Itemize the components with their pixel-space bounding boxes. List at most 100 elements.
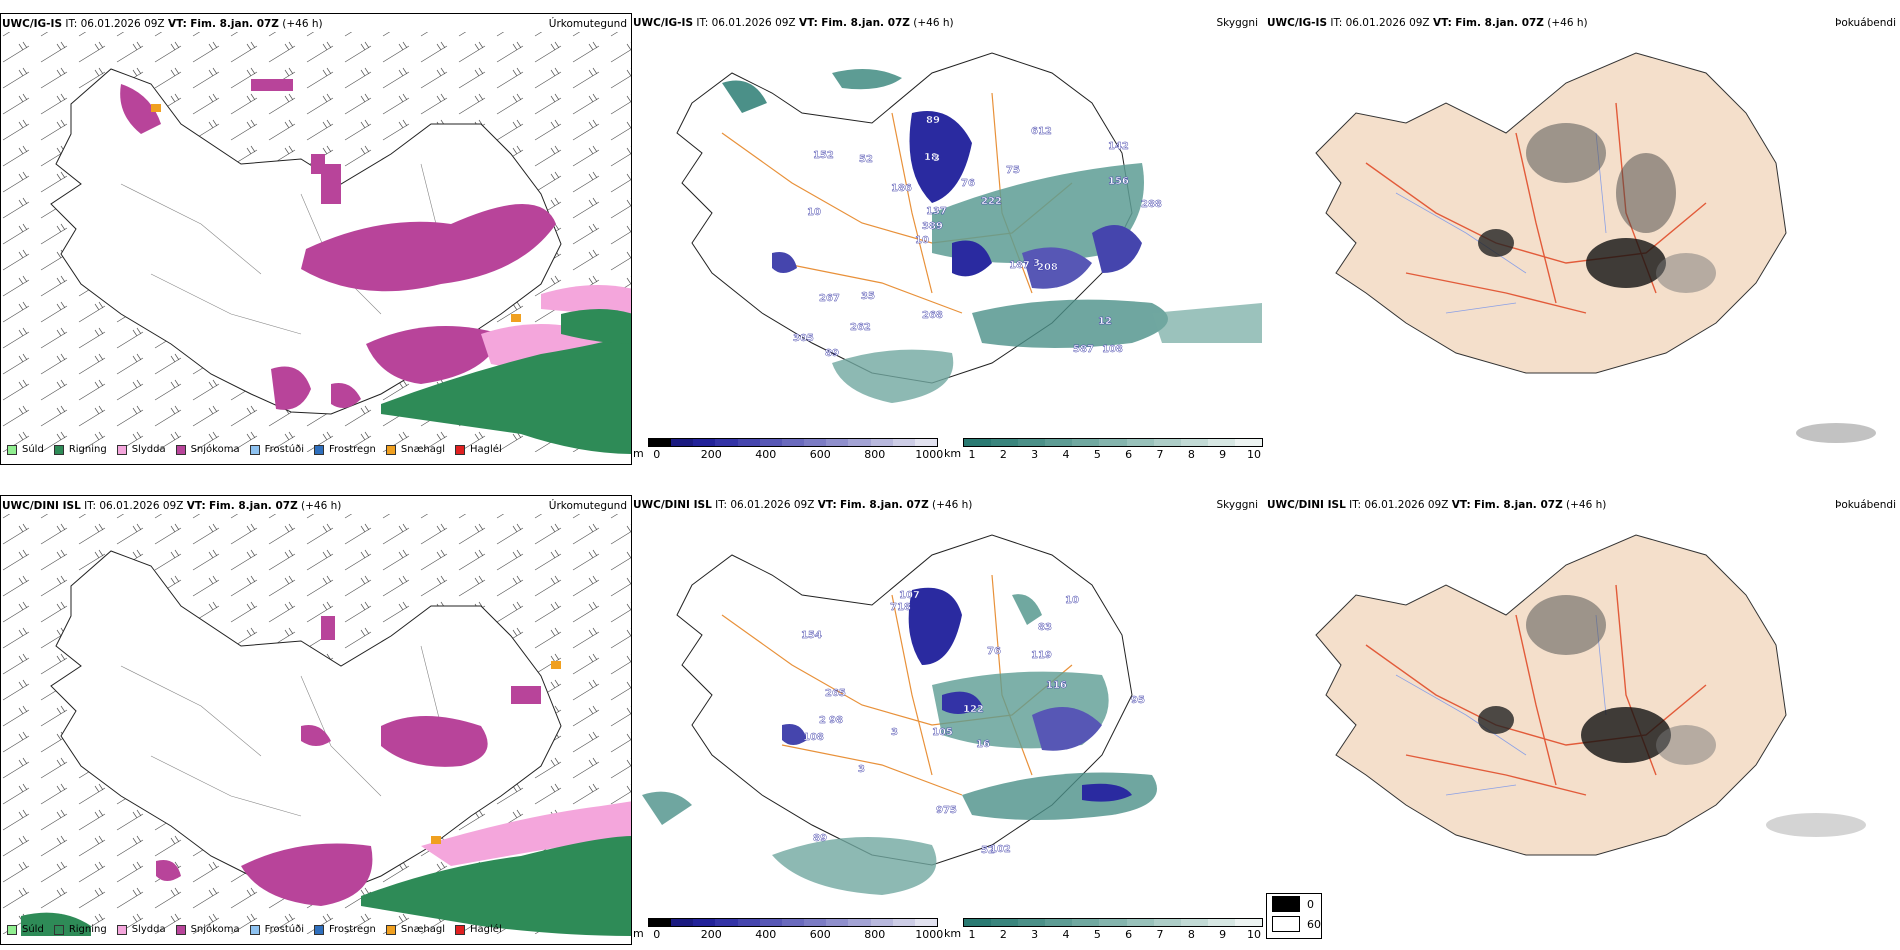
cloud-base-value: 268 [922, 310, 943, 321]
colorbar-unit: m [633, 927, 644, 940]
cloud-panel-bottom: 107 83 95 105 16 98 154 119 108 76 122 89 718 3 52 102 9… [632, 495, 1262, 945]
legend-swatch [116, 444, 127, 455]
colorbar-segment [1180, 919, 1208, 926]
cloud-base-value: 108 [1102, 344, 1123, 355]
cloud-base-value: 116 [1046, 680, 1067, 691]
precip-type-panel-bottom: UWC/DINI ISL IT: 06.01.2026 09Z VT: Fim.… [0, 495, 632, 945]
cloud-base-labels-bottom: 1078395105169815411910876122897183521029… [801, 590, 1145, 856]
legend-swatch [385, 444, 396, 455]
cloud-base-value: 3 [858, 764, 865, 775]
map-title-bottom-cloud: UWC/DINI ISL IT: 06.01.2026 09Z VT: Fim.… [633, 499, 973, 511]
panel-type-label: Úrkomutegund [548, 18, 627, 30]
legend-item-haglél: Haglél [455, 924, 502, 935]
cloud-base-value: 89 [926, 115, 940, 126]
colorbar-segment [715, 919, 738, 926]
fog-panel-bottom: UWC/DINI ISL IT: 06.01.2026 09Z VT: Fim.… [1266, 495, 1900, 890]
legend-label: Rigning [68, 924, 107, 935]
colorbar-tick: 2 [999, 928, 1007, 941]
cloud-base-value: 10 [807, 207, 821, 218]
legend-item-slydda: Slydda [116, 924, 166, 935]
cloud-base-value: 587 [1073, 344, 1094, 355]
legend-item-frostúði: Frostúði [249, 444, 304, 455]
legend-swatch [7, 444, 17, 455]
fog-label: 0 [1307, 897, 1314, 911]
colorbar-tick: 400 [755, 928, 777, 941]
colorbar-segment [848, 439, 871, 446]
cloud-base-value: 119 [1031, 650, 1052, 661]
legend-swatch [249, 924, 260, 935]
colorbar-segment [671, 439, 694, 446]
legend-label: Haglél [470, 924, 502, 935]
colorbar-unit: km [944, 447, 962, 460]
colorbar-segment [870, 439, 893, 446]
colorbar-tick: 1 [968, 448, 976, 461]
cloud-panel-top: 108 10 142 10 75 89 18 76 267 186 305 262 3 222 208 152… [632, 13, 1262, 465]
legend-label: Snæhagl [400, 444, 446, 455]
colorbar-segment [826, 919, 849, 926]
colorbar-segment [737, 439, 760, 446]
colorbar-segment [649, 439, 672, 446]
cloud-base-value: 187 [1009, 260, 1030, 271]
colorbar-tick: 8 [1187, 448, 1195, 461]
colorbar-tick: 9 [1219, 928, 1227, 941]
legend-swatch [7, 924, 17, 935]
colorbar-tick: 6 [1125, 928, 1133, 941]
legend-item-frostúði: Frostúði [249, 924, 304, 935]
colorbar-tick: 0 [653, 448, 661, 461]
colorbar-segment [892, 919, 915, 926]
fog-panel-top: UWC/IG-IS IT: 06.01.2026 09Z VT: Fim. 8.… [1266, 13, 1900, 465]
legend-label: Frostúði [264, 924, 304, 935]
colorbar-segment [693, 919, 716, 926]
fog-legend-item: 60 [1272, 914, 1321, 934]
legend-item-snjókoma: Snjókoma [175, 444, 240, 455]
panel-type-label: Þokuábendi [1835, 17, 1896, 29]
cloud-base-value: 3 [1033, 258, 1040, 269]
sleet-areas [421, 801, 631, 866]
cloud-base-value: 265 [825, 688, 846, 699]
colorbar-tick: 9 [1219, 448, 1227, 461]
legend-swatch [116, 924, 127, 935]
colorbar-segment [892, 439, 915, 446]
colorbar-segment [1072, 919, 1100, 926]
cloud-base-value: 105 [932, 727, 953, 738]
colorbar-unit: m [633, 447, 644, 460]
fog-legend-bottom: 0 60 [1266, 893, 1322, 939]
legend-item-súld: Súld [7, 444, 44, 455]
cloud-base-value: 186 [891, 183, 912, 194]
colorbar-segment [991, 919, 1019, 926]
legend-label: Frostregn [329, 924, 376, 935]
colorbar-tick: 8 [1187, 928, 1195, 941]
legend-item-rigning: Rigning [53, 924, 107, 935]
legend-item-slydda: Slydda [116, 444, 166, 455]
colorbar-segment [1018, 919, 1046, 926]
colorbar-segment [1207, 919, 1235, 926]
colorbar-segment [1153, 919, 1181, 926]
cloud-base-value: 75 [1006, 165, 1020, 176]
fog-map-top [1315, 52, 1876, 443]
cloud-map-top: 108 10 142 10 75 89 18 76 267 186 305 262 3 222 208 152… [676, 52, 1262, 403]
cloud-base-value: 262 [850, 322, 871, 333]
cloud-base-value: 305 [793, 333, 814, 344]
cloud-base-value: 76 [961, 178, 975, 189]
colorbar-tick: 600 [809, 928, 831, 941]
colorbar-segment [1045, 439, 1073, 446]
colorbar-segment [715, 439, 738, 446]
fog-swatch [1272, 896, 1300, 912]
precip-map-bottom [1, 514, 631, 936]
cloud-base-value: 16 [976, 739, 990, 750]
colorbar-tick: 0 [653, 928, 661, 941]
precip-legend-top: Súld Rigning Slydda Snjókoma Frostúði Frostre… [7, 444, 512, 455]
legend-swatch [314, 444, 324, 455]
colorbar-segment [1180, 439, 1208, 446]
legend-swatch [249, 444, 260, 455]
colorbar-segment [781, 919, 805, 926]
cloud-base-labels-top: 108 10 142 10 75 89 18 76 267 186 305 262 3 222 208 152… [793, 115, 1162, 359]
colorbar-segment [1207, 439, 1235, 446]
colorbar-tick: 200 [700, 928, 722, 941]
colorbar-segment [1045, 919, 1073, 926]
cloud-base-value: 98 [829, 715, 843, 726]
colorbar-segment [737, 919, 760, 926]
cloud-base-value: 52 [859, 154, 873, 165]
colorbar-segment [804, 919, 827, 926]
colorbar-tick: 3 [1031, 928, 1039, 941]
